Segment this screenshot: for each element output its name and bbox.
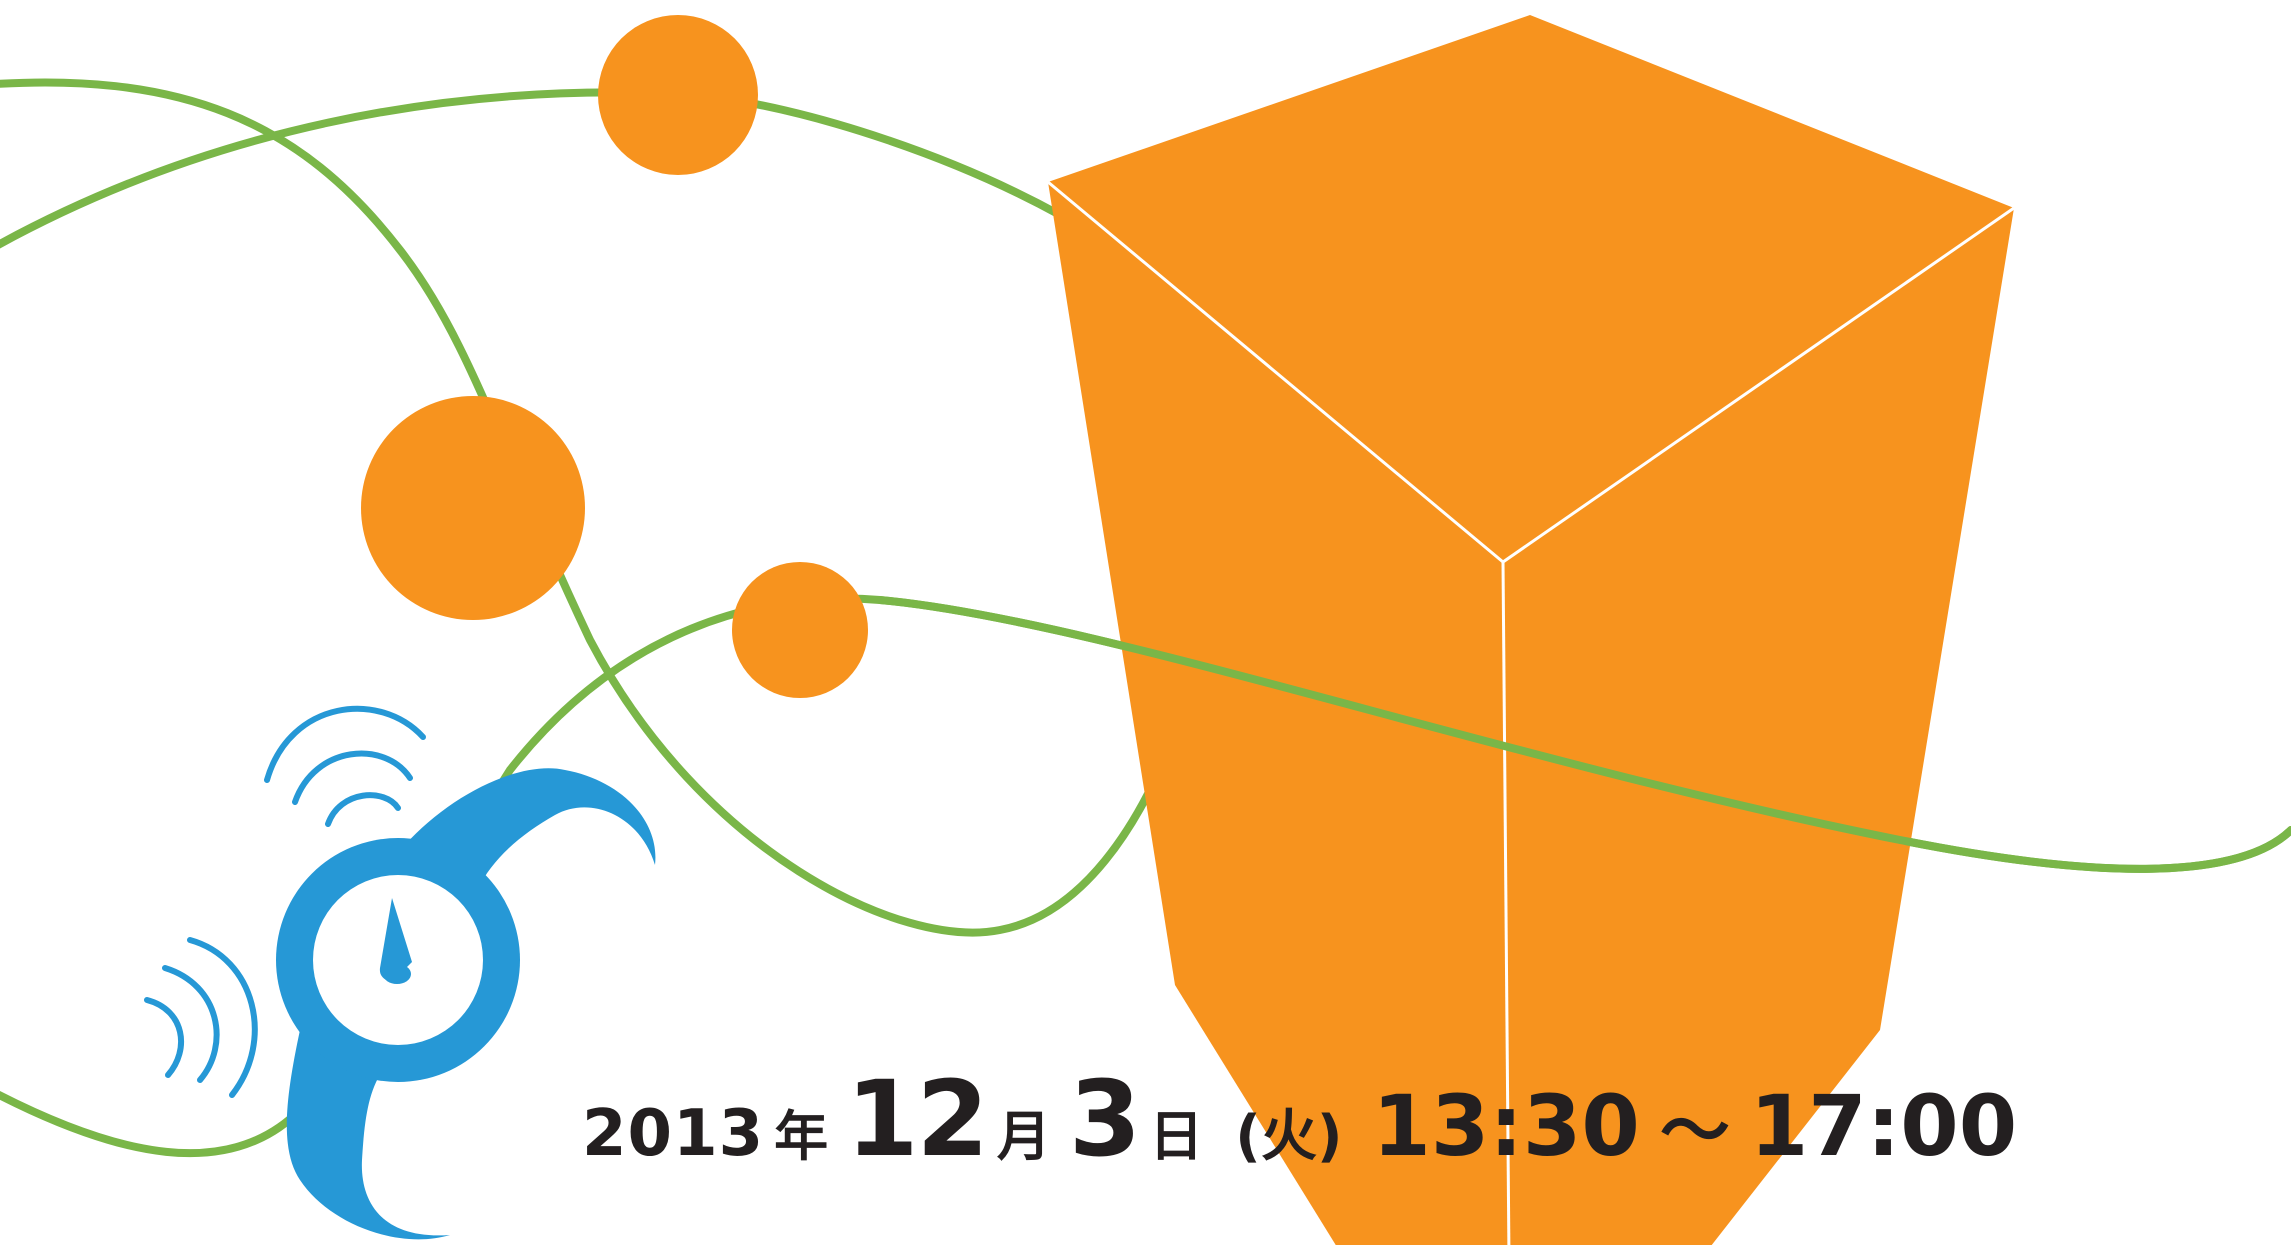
event-year-unit: 年 [774, 1105, 829, 1168]
event-month: 12 [846, 1058, 989, 1180]
green-curve-upper [0, 78, 1184, 937]
event-weekday: (火) [1235, 1104, 1343, 1169]
green-curve-top [0, 88, 1064, 249]
box-edge-right [1502, 206, 2015, 564]
event-day-unit: 日 [1149, 1105, 1204, 1168]
box-edge-left [1047, 180, 1504, 564]
box-edge-vertical [1501, 561, 1511, 1245]
event-date-time: 2013 年 12 月 3 日 (火) 13:30 ～ 17:00 [582, 1058, 2018, 1180]
event-start-time: 13:30 [1372, 1077, 1640, 1175]
orange-circle-large [361, 396, 585, 620]
event-time-separator: ～ [1659, 1090, 1730, 1172]
event-month-unit: 月 [996, 1105, 1051, 1168]
event-year: 2013 [582, 1097, 765, 1171]
event-day: 3 [1068, 1058, 1141, 1180]
orange-circle-top [598, 15, 758, 175]
event-end-time: 17:00 [1749, 1077, 2018, 1175]
alarm-clock-icon [144, 705, 656, 1240]
orange-circle-middle [732, 562, 868, 698]
green-curve-front [876, 596, 2291, 873]
orange-box [1048, 15, 2014, 1245]
